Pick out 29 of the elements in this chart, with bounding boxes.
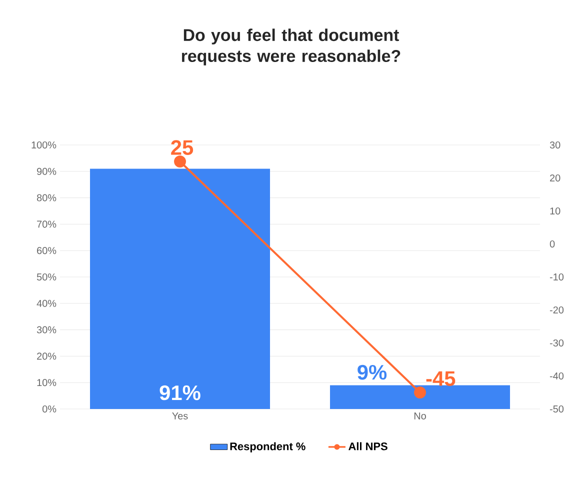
y-tick-label: 90% <box>37 168 56 175</box>
data-label: 9% <box>358 364 387 380</box>
x-tick-label: Yes <box>172 412 188 420</box>
y2-tick-label: 20 <box>550 174 560 182</box>
chart-title: Do you feel that document requests were reasonable? <box>182 28 400 66</box>
y2-tick-label: -40 <box>550 372 564 380</box>
y-tick-label: 0% <box>42 405 56 413</box>
y-tick-label: 50% <box>36 273 56 281</box>
y-tick-label: 10% <box>37 379 56 386</box>
legend-label: All NPS <box>348 442 388 450</box>
y-tick-label: 40% <box>36 300 56 307</box>
data-label: -45 <box>426 371 456 386</box>
legend-label: Respondent % <box>230 442 306 452</box>
data-label: 25 <box>171 140 194 155</box>
y-tick-label: 70% <box>37 220 56 228</box>
y2-tick-label: 0 <box>550 240 555 248</box>
data-label: 91% <box>160 385 200 400</box>
y-tick-label: 100% <box>32 141 56 149</box>
y2-tick-label: -50 <box>550 405 564 413</box>
y-tick-label: 60% <box>37 247 56 254</box>
y2-tick-label: 10 <box>550 207 560 215</box>
y-tick-label: 80% <box>36 194 56 202</box>
x-tick-label: No <box>414 412 426 420</box>
y2-tick-label: -30 <box>550 339 564 347</box>
y2-tick-label: -10 <box>550 273 564 281</box>
y-tick-label: 30% <box>36 326 56 334</box>
y2-tick-label: 30 <box>550 141 560 149</box>
y-tick-label: 20% <box>37 352 56 360</box>
y2-tick-label: -20 <box>550 306 564 314</box>
